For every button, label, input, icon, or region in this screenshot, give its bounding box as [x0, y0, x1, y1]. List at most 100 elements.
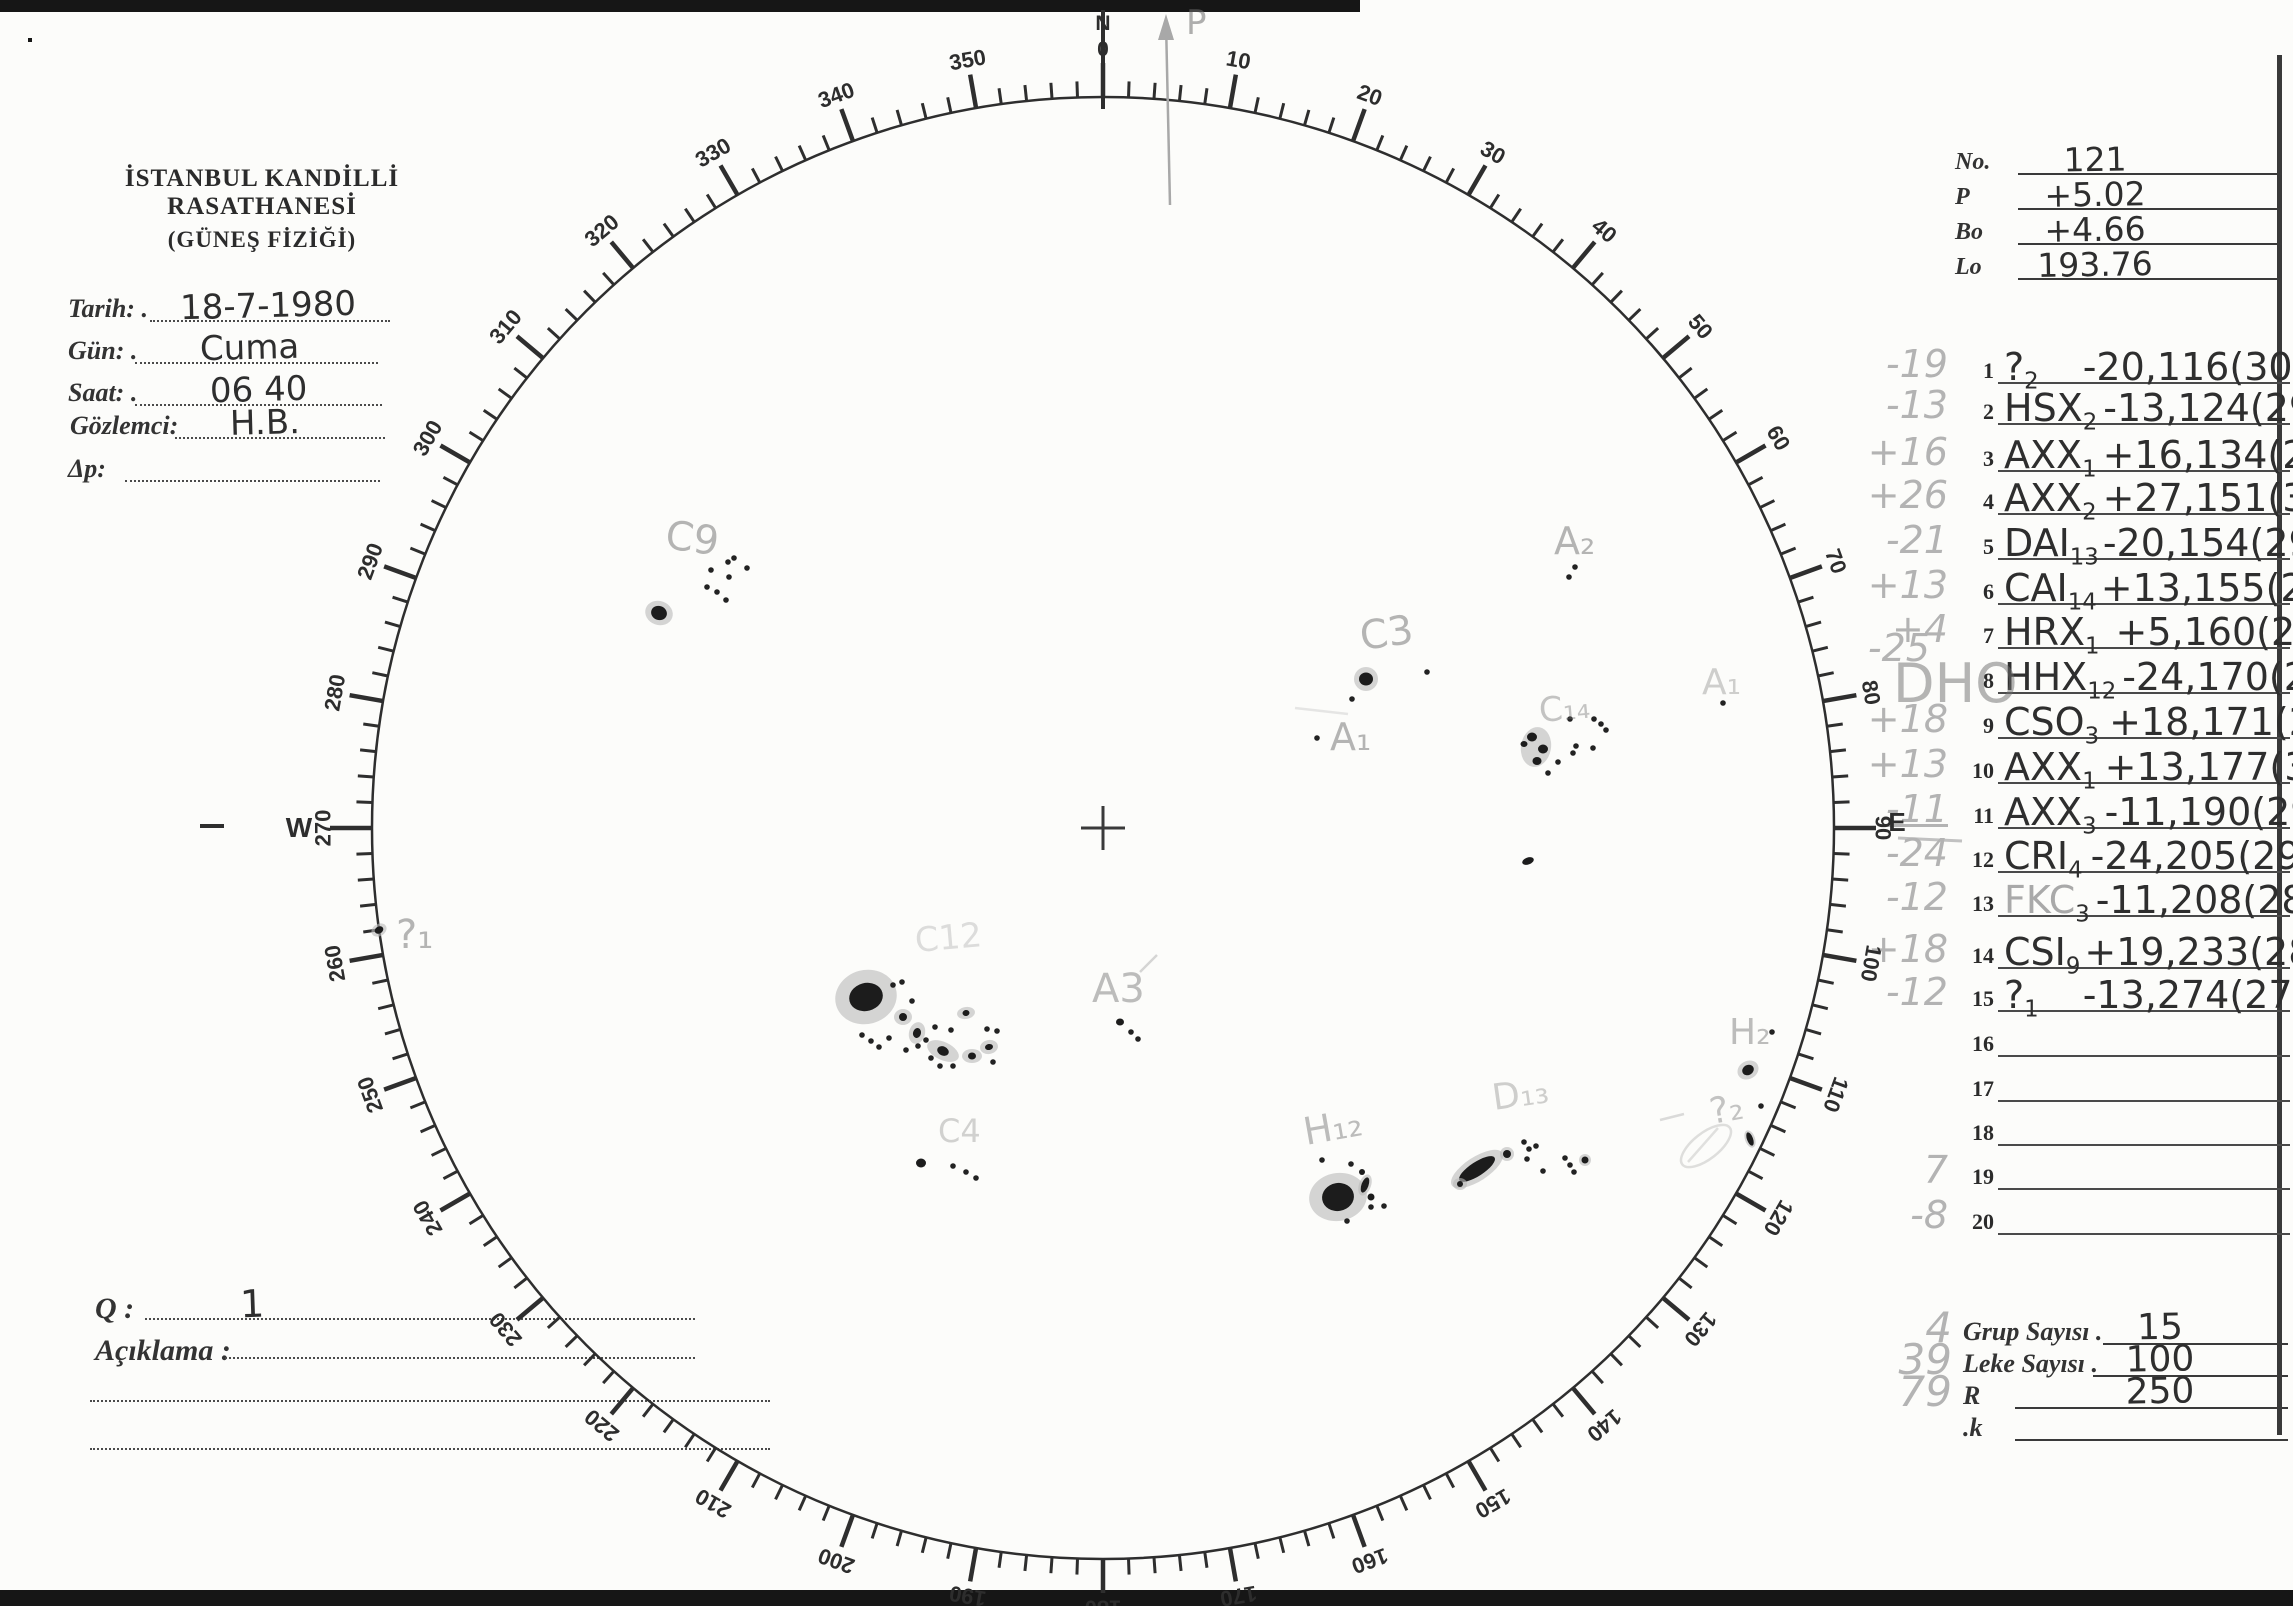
degree-tick [870, 117, 879, 134]
degree-tick [1422, 155, 1432, 172]
department-name: (GÜNEŞ FİZİĞİ) [167, 227, 357, 252]
degree-tick [705, 193, 717, 209]
degree-tick [1661, 334, 1691, 360]
pencil-margin-value: +13 [1867, 742, 1948, 786]
group-code: CRI [2004, 834, 2069, 878]
group-position-value: +13,177(302) [2104, 745, 2293, 789]
east-label: E [1888, 807, 1905, 837]
aciklama-line [225, 1357, 695, 1359]
degree-label: 70 [1820, 545, 1852, 577]
sunspot-pore [744, 565, 750, 571]
row-number: 4 [1983, 489, 1994, 514]
degree-tick [359, 748, 377, 754]
pencil-group-label: H₂ [1729, 1012, 1771, 1053]
degree-tick [1747, 475, 1764, 487]
field-line [135, 362, 378, 364]
group-code-subscript: 12 [2087, 678, 2117, 705]
degree-tick [482, 1235, 498, 1247]
degree-label: 20 [1354, 79, 1386, 111]
pencil-margin-value: -21 [1885, 518, 1948, 562]
group-position-value: -13,124(297) [2103, 386, 2293, 430]
degree-tick [439, 443, 472, 465]
sunspot-pore [1526, 1146, 1532, 1152]
group-entry: AXX1+16,134(298) [2004, 433, 2293, 483]
degree-tick [870, 1522, 879, 1539]
row-number: 11 [1973, 803, 1994, 828]
degree-tick [1591, 1370, 1604, 1385]
degree-tick [609, 1386, 635, 1416]
sunspot-umbra [1527, 732, 1537, 742]
group-code: AXX [2004, 476, 2083, 520]
row-number: 2 [1983, 399, 1994, 424]
group-code: HHX [2004, 655, 2088, 699]
sunspot-pore [923, 1037, 929, 1043]
degree-tick [920, 102, 928, 120]
pencil-group-label: A₁ [1702, 662, 1741, 703]
sunspot-pore [1349, 696, 1355, 702]
note-line-1 [90, 1400, 770, 1402]
sunspot-umbra [916, 1158, 926, 1168]
degree-tick [1805, 1028, 1822, 1036]
degree-label: 160 [1348, 1543, 1391, 1579]
sunspot-umbra [968, 1052, 976, 1060]
summary-line [2015, 1439, 2288, 1441]
row-line [1998, 647, 2290, 649]
group-code: CSO [2004, 700, 2085, 744]
degree-tick [946, 1542, 953, 1559]
pencil-margin-value: -19 [1885, 342, 1948, 386]
degree-tick [774, 1484, 784, 1501]
note-line-2 [90, 1448, 770, 1450]
degree-tick [1833, 852, 1850, 856]
degree-tick [513, 366, 528, 380]
scan-edge-bottom [0, 1590, 2293, 1606]
sunspot-pore [876, 1044, 882, 1050]
degree-tick [839, 1514, 856, 1548]
degree-tick [1375, 1505, 1385, 1522]
degree-label: 350 [947, 44, 988, 75]
degree-tick [1203, 1551, 1209, 1568]
group-entry: CRI4 -24,205(299) [2004, 834, 2293, 884]
group-code: DAI [2004, 521, 2070, 565]
degree-tick [1780, 1100, 1797, 1110]
degree-label: 280 [319, 672, 350, 713]
north-label: N [1095, 12, 1110, 35]
sunspot-pore [1540, 1168, 1546, 1174]
degree-tick [564, 308, 579, 322]
sunspot-pore [1555, 759, 1561, 765]
degree-tick [895, 1530, 903, 1547]
sunspot-umbra [985, 1043, 993, 1051]
degree-tick [662, 1418, 675, 1434]
row-line [1998, 513, 2290, 515]
pencil-group-label: ?₂ [1706, 1087, 1746, 1133]
degree-tick [439, 1191, 472, 1213]
sunspot-pore [1567, 1162, 1573, 1168]
degree-tick [497, 387, 513, 400]
degree-tick [1645, 327, 1660, 340]
degree-tick [1303, 1530, 1311, 1547]
degree-tick [821, 1505, 831, 1522]
degree-tick [967, 1547, 979, 1582]
degree-tick [1375, 134, 1385, 151]
pencil-group-label: C9 [663, 512, 722, 565]
degree-tick [1708, 1235, 1724, 1247]
degree-tick [1734, 443, 1767, 465]
degree-tick [1152, 82, 1157, 99]
degree-tick [1797, 1052, 1814, 1061]
row-number: 3 [1983, 446, 1994, 471]
group-entry: HSX2-13,124(297) [2004, 386, 2293, 436]
group-code-subscript: 4 [2068, 857, 2083, 884]
sunspot-pore [1720, 700, 1726, 706]
degree-tick [1708, 409, 1724, 421]
obs-line [2018, 208, 2282, 210]
group-position-value: +18,171(290) [2109, 700, 2293, 744]
sunspot-pore [1562, 1155, 1568, 1161]
summary-label: Grup Sayısı . [1963, 1317, 2103, 1346]
group-position-value: -20,116(300) [2082, 345, 2293, 389]
degree-tick [482, 409, 498, 421]
degree-tick [1023, 1554, 1029, 1572]
degree-tick [377, 1003, 395, 1011]
sunspot-umbra [912, 1028, 922, 1038]
pencil-underline [1897, 836, 1963, 843]
degree-tick [383, 1075, 417, 1092]
degree-tick [515, 334, 545, 360]
